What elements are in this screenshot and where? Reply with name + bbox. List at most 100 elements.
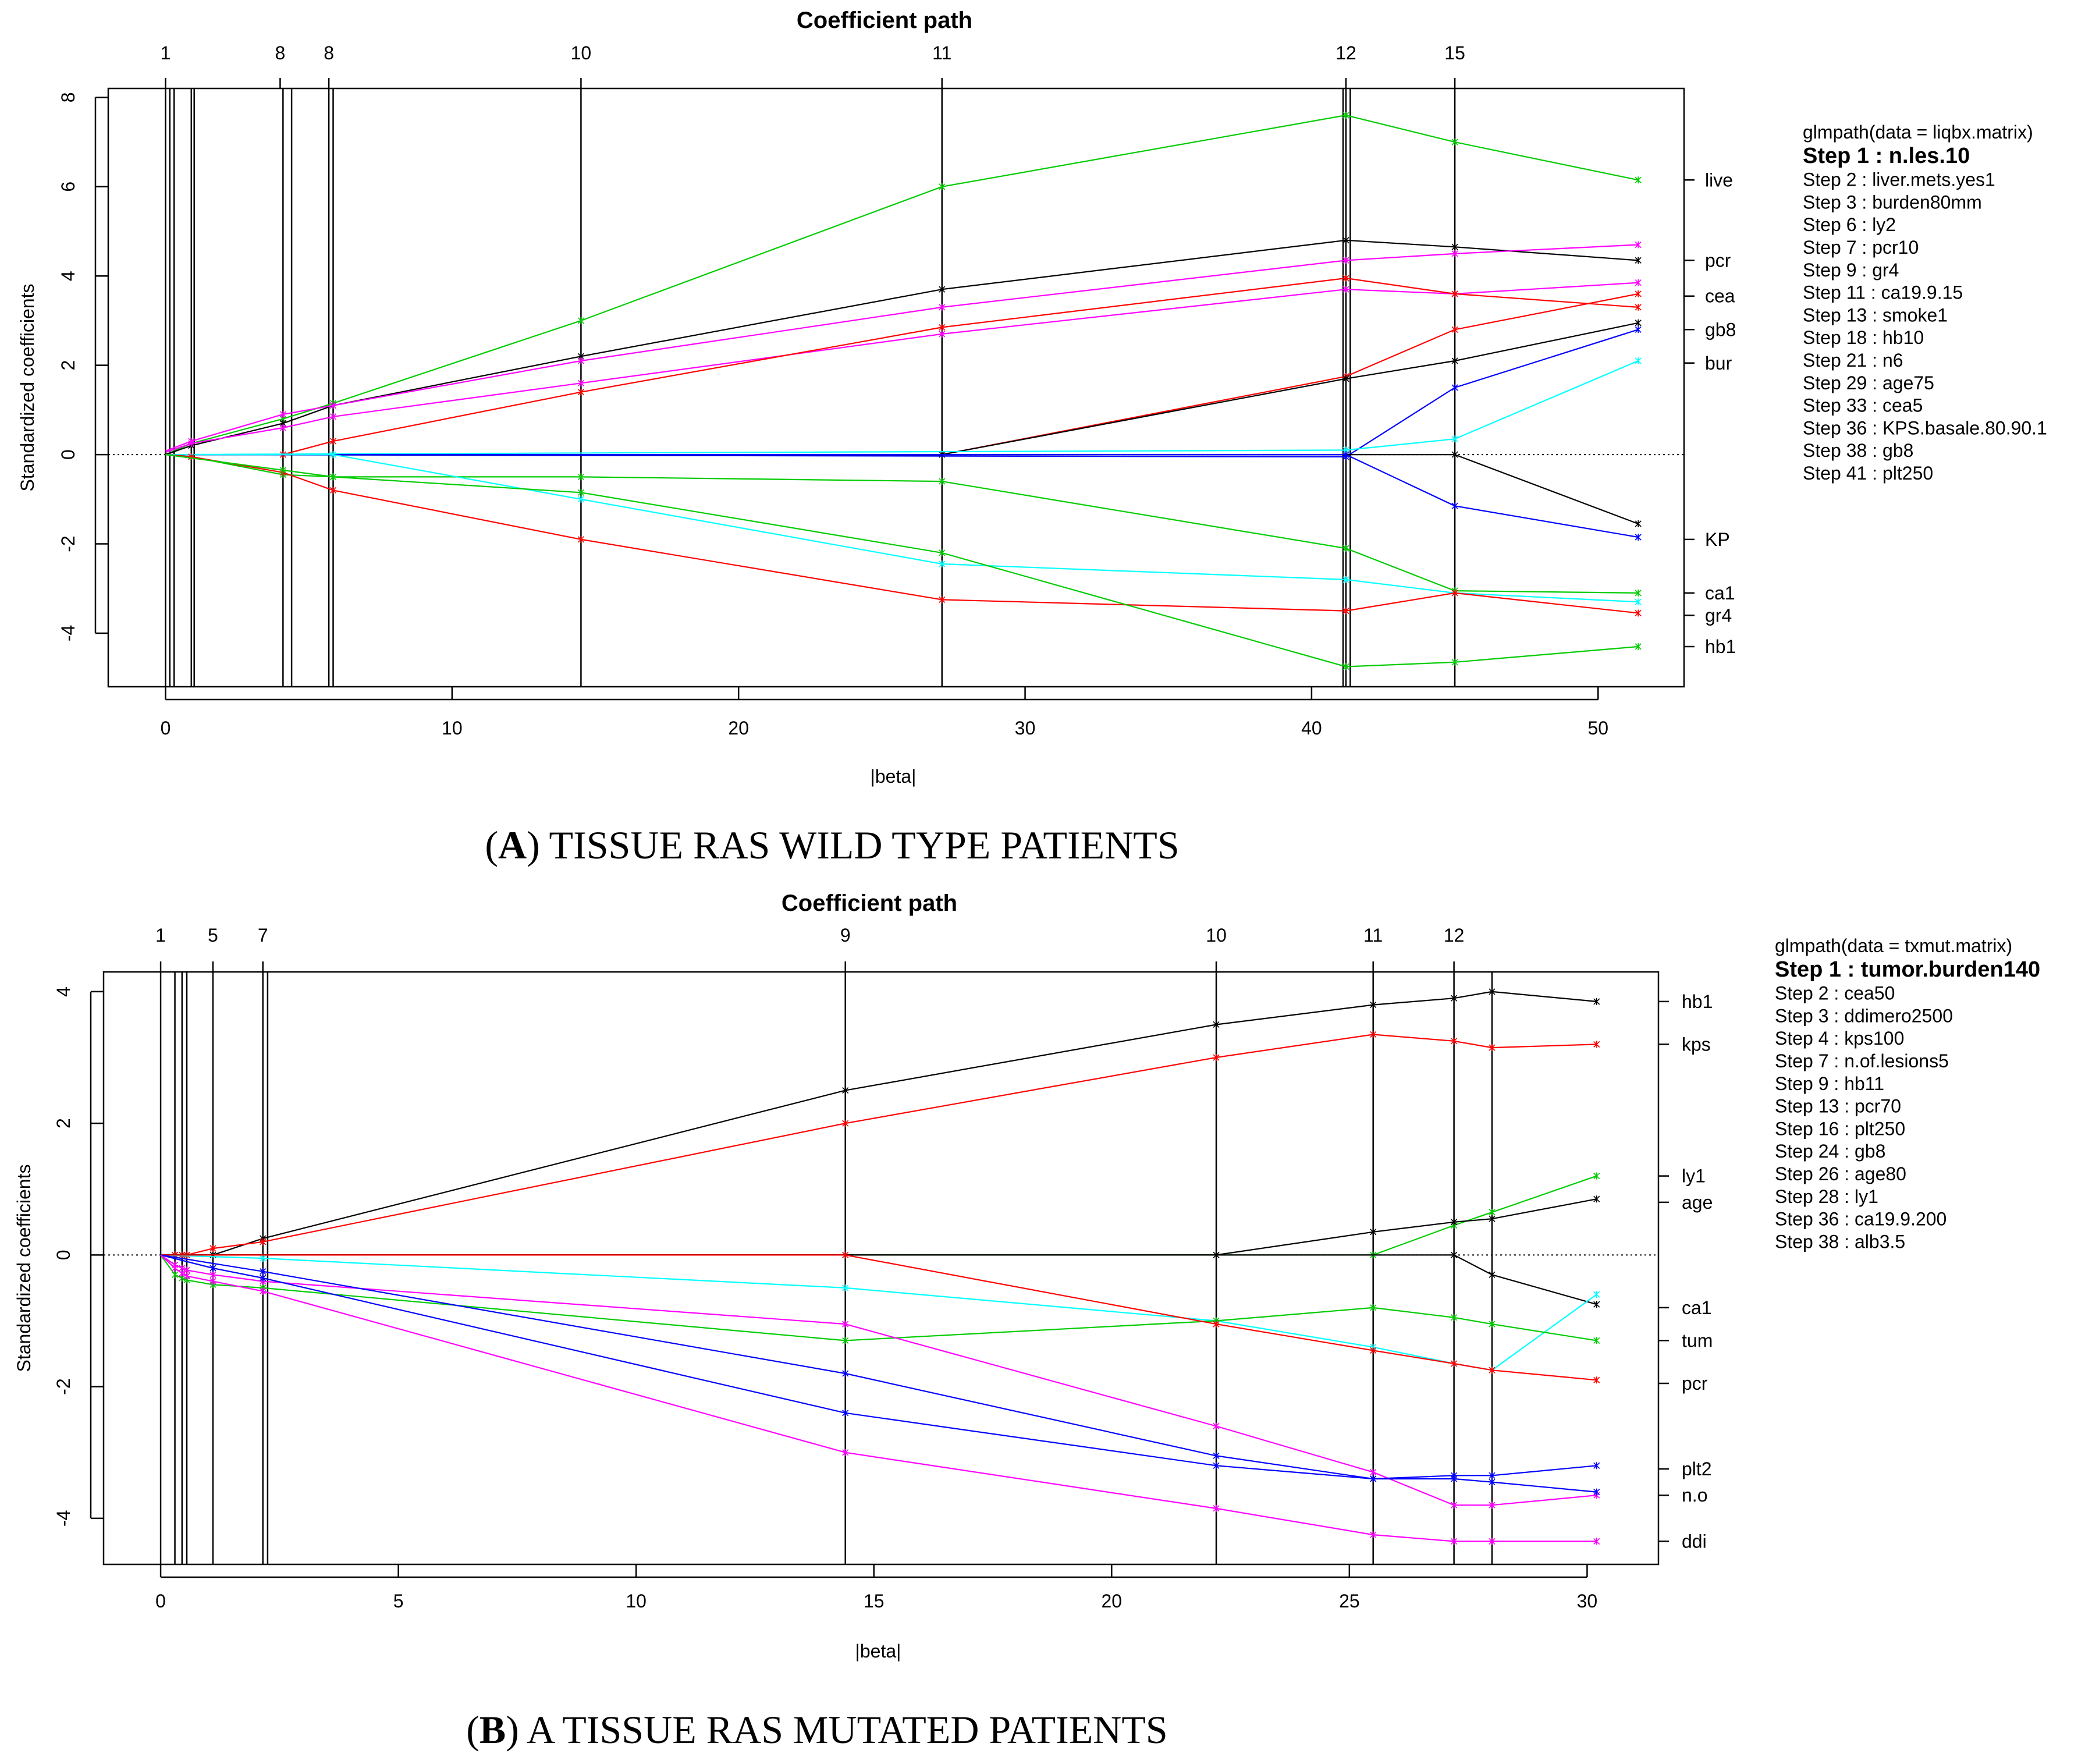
data-point — [1213, 1021, 1220, 1028]
series-line-pcr10 — [165, 239, 1639, 456]
legend-step-item: Step 41 : plt250 — [1803, 463, 1933, 484]
data-point — [1342, 112, 1349, 119]
panel-caption: (A) TISSUE RAS WILD TYPE PATIENTS — [485, 823, 1179, 867]
data-point — [842, 1369, 849, 1377]
data-point — [1635, 241, 1642, 249]
data-point — [1593, 1291, 1600, 1298]
legend-header: glmpath(data = txmut.matrix) — [1775, 935, 2012, 956]
data-point — [1593, 1488, 1600, 1496]
data-point — [1635, 176, 1642, 184]
data-point — [939, 596, 946, 604]
data-point — [1635, 279, 1642, 286]
top-tick-label: 1 — [161, 42, 171, 63]
x-tick-label: 20 — [728, 718, 749, 739]
step-legend: glmpath(data = txmut.matrix)Step 1 : tum… — [1775, 935, 2040, 1252]
series-line-ca19-9-200 — [161, 1254, 1597, 1371]
data-point — [188, 439, 195, 447]
data-point — [1451, 326, 1458, 333]
data-point — [939, 478, 946, 485]
series-line-n6 — [165, 453, 1639, 525]
data-point — [209, 1245, 216, 1252]
data-point — [1342, 275, 1349, 282]
right-variable-label: cea — [1705, 286, 1735, 307]
data-point — [1451, 357, 1458, 364]
x-tick-label: 15 — [864, 1591, 885, 1612]
legend-step-item: Step 26 : age80 — [1775, 1163, 1906, 1184]
data-point — [939, 303, 946, 311]
series-line-age75 — [165, 329, 1639, 458]
data-point — [939, 183, 946, 190]
data-point — [1370, 1475, 1377, 1482]
data-point — [577, 317, 584, 324]
data-point — [1213, 1321, 1220, 1328]
series-line-plt250 — [160, 1254, 1597, 1480]
chart-panel-a: Coefficient path 0 10 20 30 40 50 |beta| -4 -2 0 2 4… — [17, 8, 2047, 867]
right-variable-label: pcr — [1682, 1373, 1708, 1394]
data-point — [842, 1251, 849, 1259]
legend-first-step: Step 1 : tumor.burden140 — [1775, 957, 2040, 982]
right-variable-label: bur — [1705, 353, 1732, 374]
data-point — [577, 489, 584, 496]
series-line-n-les-10 — [165, 244, 1639, 452]
data-point — [1342, 576, 1349, 583]
data-point — [1451, 1218, 1458, 1226]
data-point — [1489, 1367, 1496, 1374]
right-variable-label: live — [1705, 169, 1733, 190]
data-point — [939, 330, 946, 338]
data-point — [1451, 250, 1458, 257]
data-point — [329, 413, 337, 420]
series-line-ly1 — [161, 1175, 1597, 1256]
data-point — [1342, 257, 1349, 264]
data-point — [1451, 1314, 1458, 1321]
data-point — [1213, 1054, 1220, 1062]
legend-step-item: Step 16 : plt250 — [1775, 1118, 1905, 1139]
data-point — [1489, 1321, 1496, 1328]
legend-step-item: Step 28 : ly1 — [1775, 1186, 1878, 1207]
top-tick-label: 12 — [1444, 925, 1465, 946]
legend-step-item: Step 7 : n.of.lesions5 — [1775, 1050, 1949, 1071]
data-point — [939, 286, 946, 293]
data-point — [1593, 998, 1600, 1005]
data-point — [1593, 1462, 1600, 1470]
right-variable-label: ca1 — [1682, 1297, 1712, 1318]
caption-letter: A — [498, 823, 527, 867]
right-variable-label: tum — [1682, 1330, 1713, 1351]
data-point — [577, 388, 584, 396]
data-point — [1635, 520, 1642, 527]
top-tick-label: 8 — [275, 42, 286, 63]
data-point — [329, 438, 337, 445]
data-point — [279, 466, 286, 474]
legend-step-item: Step 38 : gb8 — [1803, 440, 1913, 461]
caption-text: TISSUE RAS WILD TYPE PATIENTS — [540, 823, 1180, 867]
top-tick-label: 9 — [840, 925, 851, 946]
series-line-age80 — [161, 1198, 1597, 1256]
data-point — [1451, 1360, 1458, 1368]
data-point — [1489, 1502, 1496, 1509]
legend-step-item: Step 2 : cea50 — [1775, 983, 1895, 1004]
series-line-gr4 — [165, 454, 1639, 614]
top-tick-label: 11 — [1363, 925, 1383, 946]
y-axis-label: Standardized coefficients — [17, 284, 38, 492]
data-point — [1213, 1452, 1220, 1460]
chart-title: Coefficient path — [797, 8, 972, 33]
top-tick-label: 10 — [1206, 925, 1227, 946]
data-point — [260, 1274, 267, 1282]
data-point — [1635, 643, 1642, 650]
panel-caption: (B) A TISSUE RAS MUTATED PATIENTS — [466, 1708, 1168, 1752]
x-tick-label: 40 — [1301, 718, 1322, 739]
x-tick-label: 30 — [1015, 718, 1036, 739]
data-point — [260, 1287, 267, 1295]
data-point — [1451, 290, 1458, 297]
data-point — [329, 402, 337, 409]
data-point — [209, 1265, 216, 1272]
data-point — [1370, 1304, 1377, 1311]
chart-title: Coefficient path — [782, 890, 957, 916]
data-point — [1342, 375, 1349, 382]
series-line-KPS-basale-80-90-1 — [165, 453, 1639, 538]
right-variable-label: ca1 — [1705, 583, 1735, 604]
data-point — [1451, 1538, 1458, 1545]
top-tick-label: 10 — [571, 42, 592, 63]
data-point — [1451, 589, 1458, 597]
right-variable-label: hb1 — [1682, 991, 1713, 1012]
